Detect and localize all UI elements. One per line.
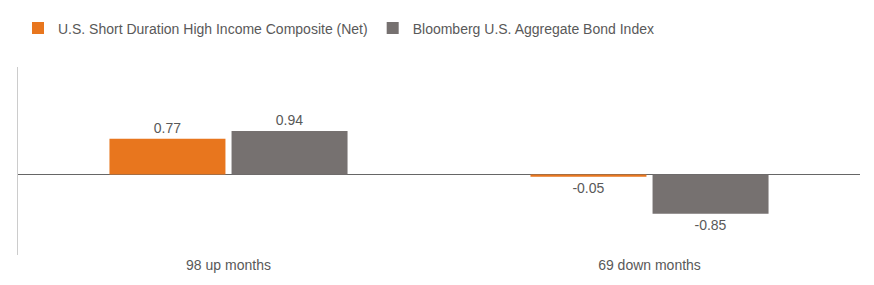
svg-text:-0.85: -0.85 xyxy=(694,217,726,233)
svg-text:0.77: 0.77 xyxy=(154,120,181,136)
svg-text:U.S. Short Duration High Incom: U.S. Short Duration High Income Composit… xyxy=(58,21,368,37)
svg-text:0.94: 0.94 xyxy=(276,112,303,128)
svg-text:69 down months: 69 down months xyxy=(598,257,701,273)
svg-text:Bloomberg U.S. Aggregate Bond: Bloomberg U.S. Aggregate Bond Index xyxy=(413,21,654,37)
svg-text:-0.05: -0.05 xyxy=(572,180,604,196)
svg-text:98 up months: 98 up months xyxy=(186,257,271,273)
